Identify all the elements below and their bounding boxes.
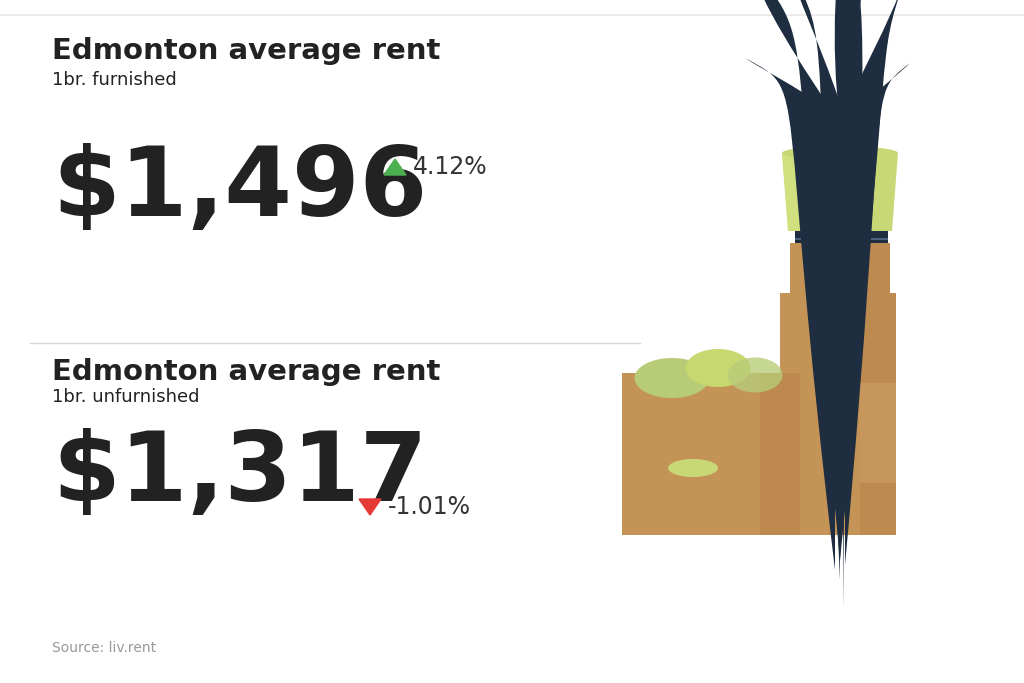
Polygon shape: [782, 153, 818, 231]
Text: $1,317: $1,317: [52, 428, 427, 521]
Ellipse shape: [635, 358, 710, 398]
Text: Edmonton average rent: Edmonton average rent: [52, 358, 440, 386]
PathPatch shape: [845, 63, 910, 118]
PathPatch shape: [790, 0, 840, 103]
PathPatch shape: [750, 0, 840, 123]
Polygon shape: [858, 243, 890, 293]
Text: Source: liv.rent: Source: liv.rent: [52, 641, 156, 655]
Text: 1br. unfurnished: 1br. unfurnished: [52, 388, 200, 406]
Polygon shape: [795, 231, 888, 243]
Text: 4.12%: 4.12%: [413, 155, 487, 179]
PathPatch shape: [745, 58, 835, 113]
Polygon shape: [795, 238, 888, 240]
Text: Edmonton average rent: Edmonton average rent: [52, 37, 440, 65]
Polygon shape: [790, 243, 890, 293]
PathPatch shape: [843, 0, 864, 73]
Text: $1,496: $1,496: [52, 143, 427, 236]
Polygon shape: [860, 383, 896, 483]
Polygon shape: [860, 293, 896, 535]
Ellipse shape: [685, 349, 751, 387]
Polygon shape: [359, 499, 381, 515]
Text: 1br. furnished: 1br. furnished: [52, 71, 177, 89]
Ellipse shape: [668, 459, 718, 477]
Polygon shape: [782, 153, 898, 231]
PathPatch shape: [840, 0, 905, 123]
Text: -1.01%: -1.01%: [388, 495, 471, 519]
Polygon shape: [384, 159, 406, 175]
PathPatch shape: [835, 0, 862, 123]
Polygon shape: [760, 373, 800, 535]
Ellipse shape: [782, 146, 898, 160]
Ellipse shape: [727, 357, 782, 393]
Polygon shape: [622, 373, 800, 535]
Polygon shape: [780, 293, 896, 535]
